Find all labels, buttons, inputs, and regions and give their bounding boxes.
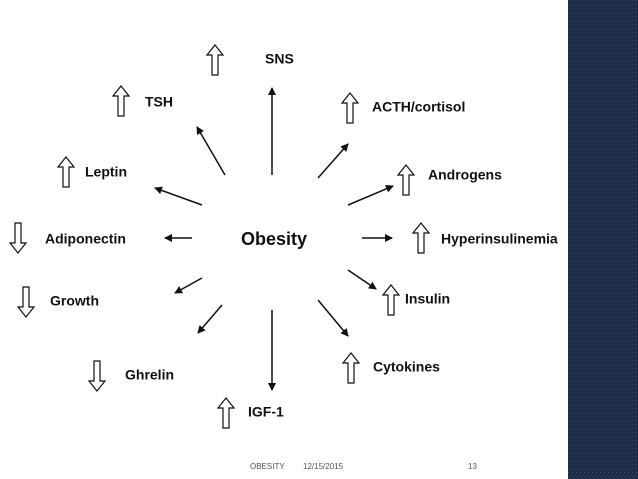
change-arrow [396, 164, 416, 196]
center-label: Obesity [241, 229, 307, 249]
connector-arrow [347, 185, 394, 206]
connector-arrow [197, 304, 223, 334]
node-label: ACTH/cortisol [372, 99, 465, 115]
connector-arrow [174, 277, 203, 294]
node-label: TSH [145, 94, 173, 110]
node-label: Ghrelin [125, 367, 174, 383]
node-label: Insulin [405, 291, 450, 307]
connector-arrow [154, 186, 203, 206]
change-arrow [216, 397, 236, 429]
connector-arrow [317, 143, 349, 179]
change-arrow [340, 92, 360, 124]
node-label: Hyperinsulinemia [441, 231, 558, 247]
node-label: Growth [50, 293, 99, 309]
node-label: SNS [265, 51, 294, 67]
change-arrow [205, 44, 225, 76]
side-band [568, 0, 638, 479]
change-arrow [111, 85, 131, 117]
node-label: Cytokines [373, 359, 440, 375]
change-arrow [16, 286, 36, 318]
footer-title: OBESITY [250, 462, 285, 471]
connector-arrow [196, 126, 226, 176]
change-arrow [8, 222, 28, 254]
connector-arrow [317, 299, 349, 337]
node-label: Leptin [85, 164, 127, 180]
footer-page: 13 [468, 462, 477, 471]
node-label: IGF-1 [248, 404, 284, 420]
change-arrow [87, 360, 107, 392]
node-label: Adiponectin [45, 231, 126, 247]
change-arrow [381, 284, 401, 316]
node-label: Androgens [428, 167, 502, 183]
change-arrow [411, 222, 431, 254]
footer-date: 12/15/2015 [303, 462, 344, 471]
change-arrow [341, 352, 361, 384]
change-arrow [56, 156, 76, 188]
connector-arrow [347, 269, 377, 290]
